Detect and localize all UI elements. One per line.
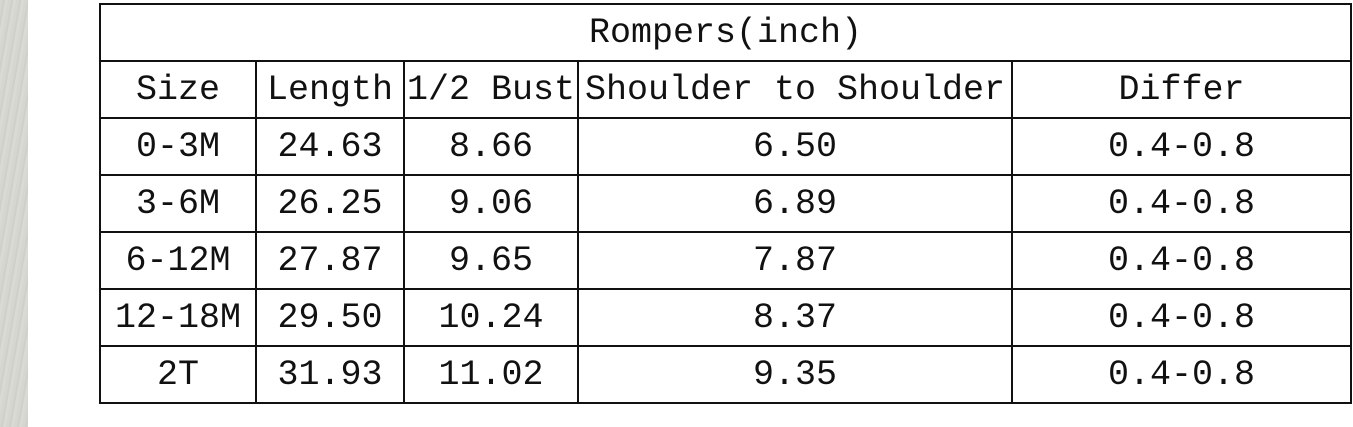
table-row: 12-18M 29.50 10.24 8.37 0.4-0.8 [99,288,1352,347]
cell-half-bust: 9.65 [403,231,579,290]
cell-length: 27.87 [255,231,405,290]
cell-shoulder: 7.87 [577,231,1013,290]
cell-length: 29.50 [255,288,405,347]
cell-size: 0-3M [99,117,257,176]
cell-size: 3-6M [99,174,257,233]
cell-shoulder: 6.50 [577,117,1013,176]
cell-differ: 0.4-0.8 [1011,288,1352,347]
table-row: 6-12M 27.87 9.65 7.87 0.4-0.8 [99,231,1352,290]
cell-half-bust: 9.06 [403,174,579,233]
cell-half-bust: 8.66 [403,117,579,176]
header-differ: Differ [1011,60,1352,119]
cell-size: 6-12M [99,231,257,290]
cell-shoulder: 8.37 [577,288,1013,347]
header-size: Size [99,60,257,119]
cell-length: 31.93 [255,345,405,404]
table-row: 0-3M 24.63 8.66 6.50 0.4-0.8 [99,117,1352,176]
background-texture-strip [0,0,28,427]
size-chart-table: Rompers(inch) Size Length 1/2 Bust Shoul… [99,3,1352,404]
cell-shoulder: 6.89 [577,174,1013,233]
cell-size: 2T [99,345,257,404]
cell-length: 26.25 [255,174,405,233]
table-title: Rompers(inch) [99,3,1352,62]
table-row: 3-6M 26.25 9.06 6.89 0.4-0.8 [99,174,1352,233]
cell-differ: 0.4-0.8 [1011,345,1352,404]
cell-differ: 0.4-0.8 [1011,231,1352,290]
cell-differ: 0.4-0.8 [1011,174,1352,233]
table-row: 2T 31.93 11.02 9.35 0.4-0.8 [99,345,1352,404]
cell-length: 24.63 [255,117,405,176]
title-row: Rompers(inch) [99,3,1352,62]
header-length: Length [255,60,405,119]
header-row: Size Length 1/2 Bust Shoulder to Shoulde… [99,60,1352,119]
cell-half-bust: 10.24 [403,288,579,347]
cell-shoulder: 9.35 [577,345,1013,404]
header-half-bust: 1/2 Bust [403,60,579,119]
cell-differ: 0.4-0.8 [1011,117,1352,176]
cell-size: 12-18M [99,288,257,347]
header-shoulder: Shoulder to Shoulder [577,60,1013,119]
cell-half-bust: 11.02 [403,345,579,404]
